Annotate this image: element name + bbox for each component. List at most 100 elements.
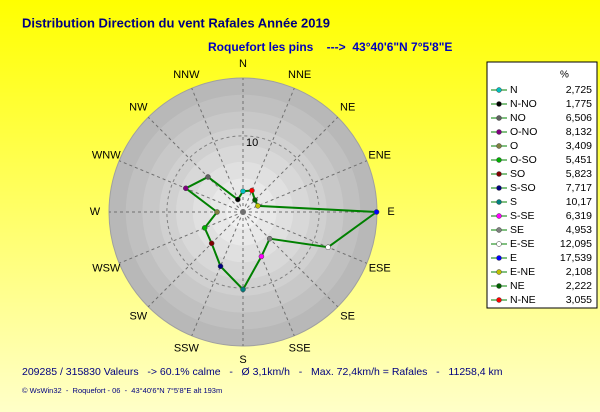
legend-name: E-SE: [510, 238, 535, 250]
spoke: [119, 211, 244, 264]
legend-marker: [496, 115, 502, 121]
legend-value: 7,717: [566, 182, 592, 194]
legend-name: N: [510, 84, 518, 96]
legend-name: S: [510, 196, 517, 208]
direction-label: NE: [340, 101, 355, 113]
direction-label: WNW: [92, 149, 121, 161]
legend-marker: [496, 227, 502, 233]
direction-label: E: [387, 206, 394, 218]
point: [249, 187, 255, 194]
point: [266, 235, 273, 242]
direction-label: WSW: [92, 263, 121, 275]
legend-name: O: [510, 140, 518, 152]
chart-subtitle: Roquefort les pins ---> 43°40'6"N 7°5'8"…: [208, 40, 452, 54]
direction-label: NW: [129, 101, 148, 113]
legend-name: S-SO: [510, 182, 536, 194]
point: [235, 196, 241, 203]
legend-value: 6,319: [566, 210, 592, 222]
legend-name: O-NO: [510, 126, 537, 138]
point: [201, 225, 208, 231]
point: [255, 203, 261, 209]
legend-name: NO: [510, 112, 526, 124]
r-tick-label: 10: [246, 137, 258, 149]
legend-marker: [496, 255, 502, 261]
legend-marker: [496, 213, 502, 219]
legend-marker: [496, 241, 502, 247]
direction-label: SSW: [174, 343, 200, 355]
legend-value: 8,132: [566, 126, 592, 138]
spoke: [191, 211, 244, 336]
legend-marker: [496, 297, 502, 303]
legend-value: 2,108: [566, 266, 592, 278]
direction-label: N: [239, 58, 247, 70]
direction-label: ESE: [369, 263, 391, 275]
footer: 209285 / 315830 Valeurs -> 60.1% calme -…: [22, 366, 503, 378]
legend-name: SE: [510, 224, 524, 236]
chart-title: Distribution Direction du vent Rafales A…: [22, 15, 330, 30]
legend-value: 3,409: [566, 140, 592, 152]
legend-name: S-SE: [510, 210, 535, 222]
point: [240, 286, 246, 293]
spoke: [119, 160, 244, 213]
spoke: [242, 211, 295, 336]
direction-label: NNE: [288, 69, 311, 81]
direction-label: SSE: [289, 343, 311, 355]
point: [217, 263, 224, 270]
spoke: [147, 116, 244, 213]
legend-value: 4,953: [566, 224, 592, 236]
legend-box: [486, 61, 598, 309]
spoke: [242, 88, 295, 213]
direction-label: SW: [129, 311, 147, 323]
legend-marker: [496, 199, 502, 205]
legend-name: E: [510, 252, 517, 264]
direction-label: SE: [340, 311, 355, 323]
spoke: [242, 116, 339, 213]
direction-label: S: [239, 354, 246, 366]
spoke: [242, 211, 339, 308]
point: [325, 244, 331, 250]
direction-label: W: [90, 206, 101, 218]
legend-name: NE: [510, 280, 525, 292]
legend-name: N-NO: [510, 98, 537, 110]
legend-marker: [496, 269, 502, 275]
legend-marker: [496, 143, 502, 149]
spoke: [147, 211, 244, 308]
legend-value: 5,823: [566, 168, 592, 180]
legend-marker: [496, 171, 502, 177]
legend-name: SO: [510, 168, 525, 180]
spoke: [242, 211, 367, 264]
point: [183, 185, 189, 192]
point: [208, 240, 215, 247]
legend-value: 3,055: [566, 294, 592, 306]
point: [240, 188, 246, 195]
grid-circle: [166, 135, 320, 289]
direction-label: ENE: [368, 149, 391, 161]
point: [205, 174, 211, 180]
point: [373, 209, 380, 215]
legend-marker: [496, 157, 502, 163]
legend-marker: [496, 129, 502, 135]
legend-value: 2,222: [566, 280, 592, 292]
legend-value: 5,451: [566, 154, 592, 166]
legend-name: N-NE: [510, 294, 536, 306]
point: [258, 253, 265, 260]
legend-value: 10,17: [566, 196, 592, 208]
point: [214, 209, 220, 215]
direction-label: NNW: [173, 69, 200, 81]
credit: © WsWin32 - Roquefort - 06 - 43°40'6"N 7…: [22, 386, 222, 395]
legend-marker: [496, 283, 502, 289]
legend-value: 6,506: [566, 112, 592, 124]
point: [252, 197, 258, 203]
legend-title: %: [560, 70, 569, 81]
legend-marker: [496, 101, 502, 107]
legend-name: E-NE: [510, 266, 535, 278]
spoke: [191, 88, 244, 213]
legend-marker: [496, 185, 502, 191]
legend-value: 12,095: [560, 238, 592, 250]
legend-name: O-SO: [510, 154, 537, 166]
legend-value: 17,539: [560, 252, 592, 264]
legend-marker: [496, 87, 502, 93]
legend-value: 1,775: [566, 98, 592, 110]
spoke: [242, 160, 367, 213]
